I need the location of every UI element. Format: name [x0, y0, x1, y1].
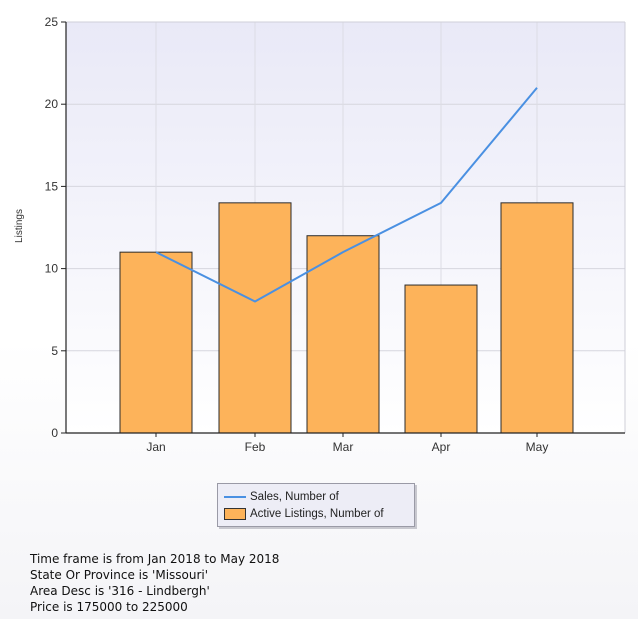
chart-canvas: 0 5 10 15 20 25 Jan Feb Mar Apr May Listings — [14, 15, 626, 454]
y-tick-label: 20 — [45, 97, 59, 111]
bar-mar — [306, 235, 380, 434]
x-tick-labels: Jan Feb Mar Apr May — [146, 440, 548, 454]
criteria-price: Price is 175000 to 225000 — [30, 600, 188, 614]
bar-apr — [404, 284, 478, 434]
x-tick-label: Jan — [146, 440, 165, 454]
axes — [61, 21, 625, 437]
y-tick-label: 10 — [45, 262, 59, 276]
x-tick-label: Apr — [432, 440, 451, 454]
legend-bar-swatch — [224, 507, 246, 520]
bar-series — [119, 202, 574, 434]
legend-item-sales: Sales, Number of — [224, 488, 408, 505]
criteria-time-frame: Time frame is from Jan 2018 to May 2018 — [30, 552, 280, 566]
bar-may — [500, 202, 574, 434]
legend-label-active-listings: Active Listings, Number of — [250, 507, 384, 520]
report-criteria: Time frame is from Jan 2018 to May 2018 … — [30, 551, 279, 615]
y-tick-label: 25 — [45, 15, 59, 29]
y-tick-label: 0 — [51, 426, 58, 440]
legend: Sales, Number of Active Listings, Number… — [217, 483, 415, 527]
x-tick-label: May — [526, 440, 549, 454]
sales-line — [155, 87, 538, 303]
criteria-state: State Or Province is 'Missouri' — [30, 568, 209, 582]
y-axis-title: Listings — [14, 209, 25, 243]
x-tick-label: Feb — [245, 440, 266, 454]
y-tick-label: 15 — [45, 179, 59, 193]
y-tick-labels: 0 5 10 15 20 25 — [45, 15, 59, 440]
bar-jan — [119, 251, 193, 434]
bar-feb — [218, 202, 292, 434]
y-tick-label: 5 — [51, 344, 58, 358]
criteria-area: Area Desc is '316 - Lindbergh' — [30, 584, 210, 598]
x-tick-label: Mar — [333, 440, 354, 454]
legend-label-sales: Sales, Number of — [250, 490, 339, 503]
legend-line-swatch — [224, 495, 246, 498]
legend-item-active-listings: Active Listings, Number of — [224, 505, 408, 522]
line-series — [155, 87, 538, 303]
